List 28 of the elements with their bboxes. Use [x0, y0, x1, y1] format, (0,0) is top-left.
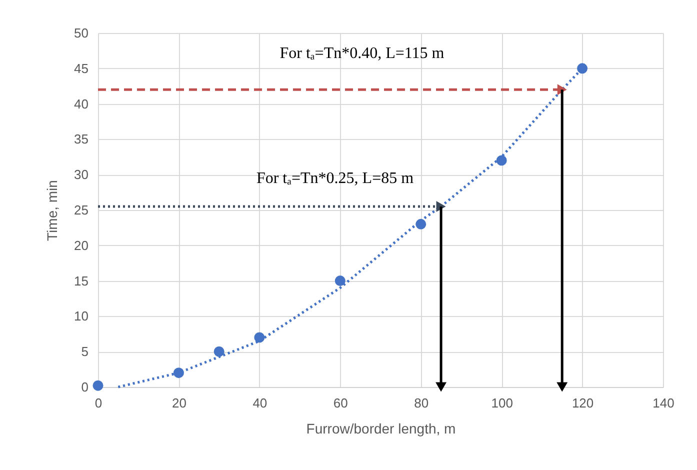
y-tick-label: 0 — [81, 380, 88, 394]
x-tick-label: 120 — [572, 396, 594, 410]
x-tick-label: 60 — [333, 396, 348, 410]
y-tick-label: 40 — [74, 96, 88, 112]
y-tick-label: 25 — [74, 202, 88, 218]
annotation: For tₐ=Tn*0.25, L=85 m — [256, 170, 414, 187]
y-tick-label: 10 — [74, 308, 88, 324]
y-tick-label: 15 — [74, 273, 88, 288]
y-tick-label: 35 — [74, 132, 88, 147]
y-axis-title: Time, min — [44, 180, 60, 241]
point — [577, 63, 588, 74]
point — [334, 276, 346, 286]
y-tick-label: 30 — [74, 167, 88, 182]
point — [214, 346, 224, 357]
annotation: For tₐ=Tn*0.40, L=115 m — [280, 45, 445, 62]
y-tick-label: 45 — [74, 60, 88, 76]
point — [496, 155, 507, 166]
x-tick-label: 100 — [491, 396, 513, 410]
x-axis-title: Furrow/border length, m — [306, 420, 456, 436]
x-tick-label: 0 — [94, 396, 102, 410]
y-tick-label: 20 — [74, 238, 88, 253]
x-tick-label: 140 — [652, 396, 674, 410]
x-tick-label: 40 — [252, 396, 268, 410]
y-tick-label: 5 — [81, 344, 88, 360]
point — [92, 380, 104, 391]
x-tick-label: 20 — [172, 396, 186, 410]
y-tick-label: 50 — [74, 26, 88, 40]
x-tick-label: 80 — [414, 396, 429, 410]
